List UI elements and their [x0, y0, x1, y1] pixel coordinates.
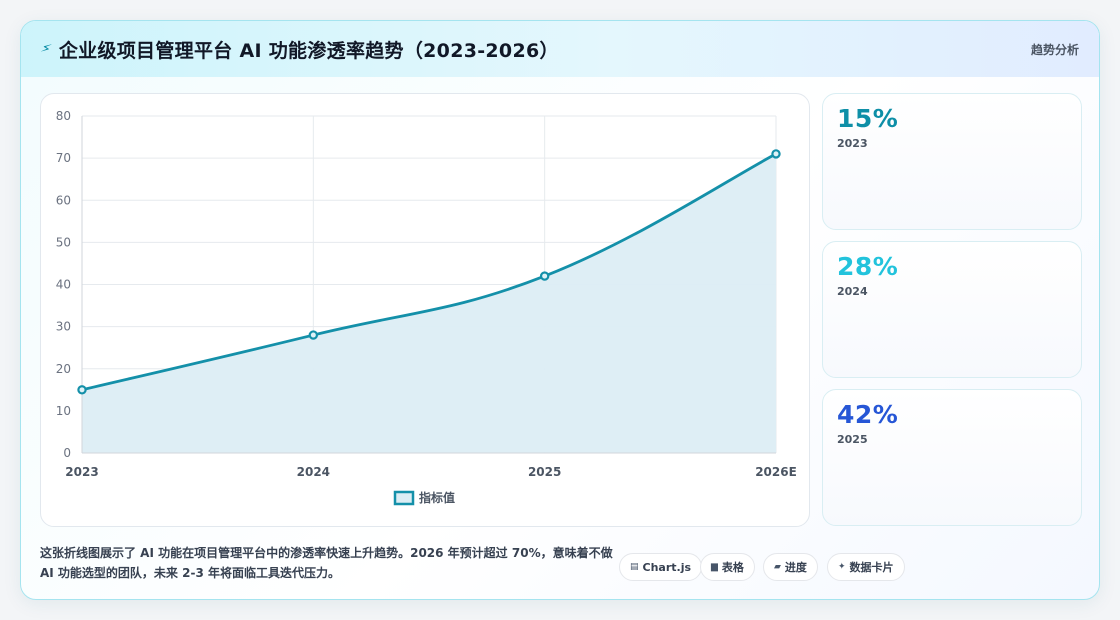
lightning-icon: ⚡︎	[38, 39, 54, 59]
stat-label: 2025	[837, 433, 868, 446]
y-tick-label: 10	[56, 404, 71, 418]
card-header: ⚡︎ 企业级项目管理平台 AI 功能渗透率趋势（2023-2026） 趋势分析	[21, 21, 1099, 77]
table-icon: ▆	[711, 562, 718, 572]
y-tick-label: 70	[56, 151, 71, 165]
stat-label: 2023	[837, 137, 868, 150]
progress-button[interactable]: ▰ 进度	[763, 553, 818, 581]
series-area	[82, 153, 776, 453]
legend-label: 指标值	[419, 490, 455, 505]
trend-analysis-tag: 趋势分析	[1030, 42, 1079, 57]
data-point	[539, 271, 550, 281]
data-point	[308, 330, 319, 340]
stat-value: 15%	[837, 104, 899, 133]
x-tick-label: 2026E	[755, 465, 797, 479]
x-tick-label: 2024	[297, 465, 330, 479]
chart-panel: 0 10 20 30 40 50 60 70 80 2023 2024 2025 2026E 指标值	[40, 93, 810, 527]
line-chart: 0 10 20 30 40 50 60 70 80 2023 2024 2025 2026E 指标值	[56, 109, 797, 506]
data-point	[77, 385, 87, 395]
button-label: Chart.js	[642, 560, 692, 574]
data-card-button[interactable]: ✦ 数据卡片	[827, 553, 905, 581]
button-label: 数据卡片	[849, 561, 894, 574]
button-label: 进度	[784, 561, 807, 574]
progress-icon: ▰	[774, 562, 781, 572]
series-line	[80, 152, 778, 392]
table-button[interactable]: ▆ 表格	[700, 553, 755, 581]
chart-description: 这张折线图展示了 AI 功能在项目管理平台中的渗透率快速上升趋势。2026 年预…	[40, 546, 613, 580]
y-tick-label: 50	[56, 235, 71, 249]
y-tick-label: 40	[56, 278, 71, 292]
stat-card-2023: 15% 2023	[822, 93, 1082, 230]
y-tick-label: 80	[56, 109, 71, 123]
stat-card-2025: 42% 2025	[822, 389, 1082, 526]
sparkle-icon: ✦	[838, 562, 846, 572]
chart-icon: ▤	[630, 562, 639, 572]
y-tick-label: 20	[56, 362, 71, 376]
y-tick-label: 60	[56, 193, 71, 207]
dashboard-card: ⚡︎ 企业级项目管理平台 AI 功能渗透率趋势（2023-2026） 趋势分析 …	[20, 20, 1100, 600]
page-title: 企业级项目管理平台 AI 功能渗透率趋势（2023-2026）	[58, 39, 559, 62]
stat-label: 2024	[837, 285, 868, 298]
y-tick-label: 30	[56, 320, 71, 334]
stat-value: 28%	[837, 252, 899, 281]
button-label: 表格	[721, 561, 744, 574]
data-point	[771, 149, 781, 159]
y-tick-label: 0	[63, 446, 71, 460]
x-tick-label: 2023	[65, 465, 98, 479]
chartjs-button[interactable]: ▤ Chart.js	[619, 553, 703, 581]
stat-card-2024: 28% 2024	[822, 241, 1082, 378]
x-tick-label: 2025	[528, 465, 561, 479]
stat-value: 42%	[837, 400, 899, 429]
legend-swatch	[393, 490, 415, 506]
